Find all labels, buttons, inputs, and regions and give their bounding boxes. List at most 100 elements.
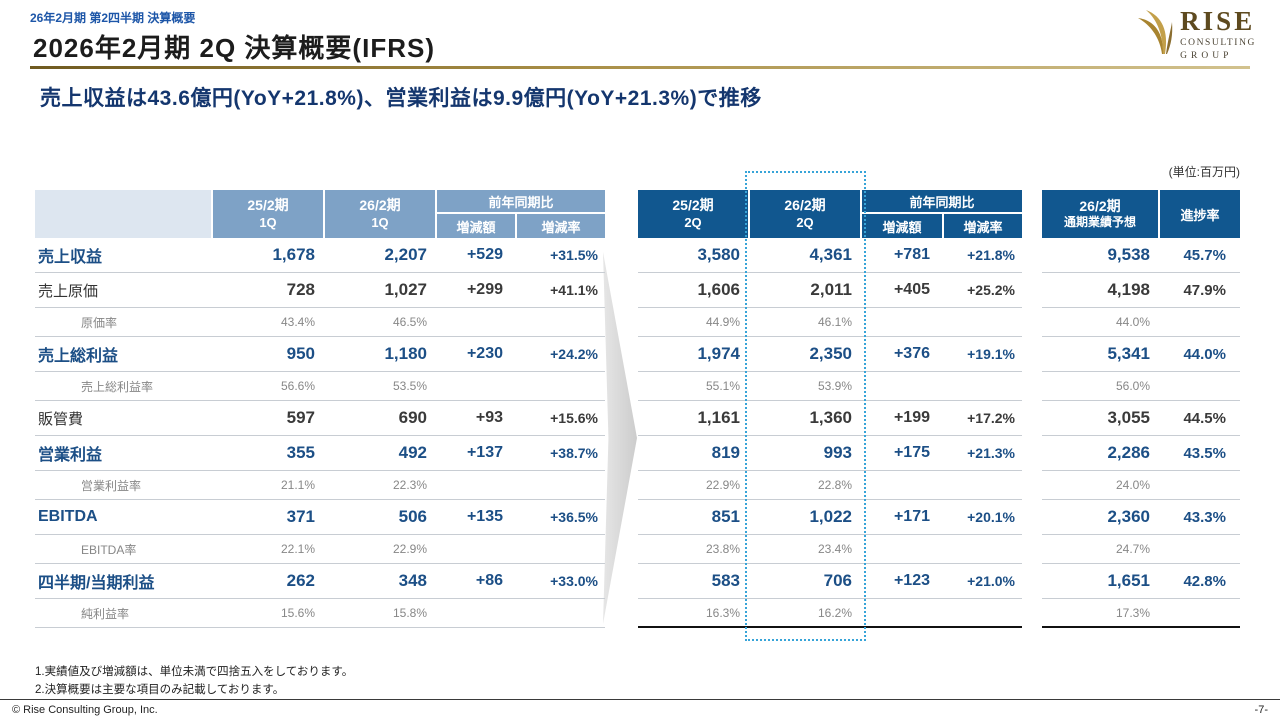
table-row: 23.8% 23.4% [638,535,1022,564]
value-cell: +171 [893,508,930,525]
row-label: 純利益率 [81,606,130,621]
value-cell: +199 [893,409,930,426]
value-cell: +17.2% [967,410,1015,426]
value-cell: 2,207 [384,245,427,264]
row-label: 営業利益率 [81,478,142,493]
value-cell: 1,360 [809,408,852,427]
value-cell [517,308,605,336]
table-row: 55.1% 53.9% [638,372,1022,401]
forecast-table: 26/2期 通期業績予想 進捗率 9,538 45.7% 4,198 47.9% 44.… [1042,190,1240,628]
progress-cell: 43.3% [1183,508,1226,526]
progress-header: 進捗率 [1160,190,1240,238]
value-cell [437,535,517,563]
table-row: 2,286 43.5% [1042,436,1240,471]
period-label: 25/2期 [247,197,289,214]
period-label: 26/2期 [1079,197,1121,214]
value-cell: 15.8% [392,606,427,620]
forecast-cell: 5,341 [1107,344,1150,363]
value-cell: +19.1% [967,346,1015,362]
forecast-cell: 9,538 [1107,245,1150,264]
row-label: 売上収益 [38,249,103,266]
value-cell [437,599,517,627]
forecast-cell: 17.3% [1115,605,1150,620]
value-cell: 355 [286,443,315,462]
value-cell: 1,678 [272,245,315,264]
table-row: 3,580 4,361 +781 +21.8% [638,238,1022,273]
value-cell: 23.8% [705,542,740,556]
q1-prev-period-header: 25/2期 1Q [213,190,325,238]
eyebrow-label: 26年2月期 第2四半期 決算概要 [30,11,196,25]
value-cell: 55.1% [705,379,740,393]
fy-table-body: 9,538 45.7% 4,198 47.9% 44.0% 5,341 44.0% 56.0%… [1042,238,1240,628]
progress-cell: 47.9% [1183,281,1226,299]
forecast-cell: 2,286 [1107,443,1150,462]
forecast-cell: 24.0% [1115,478,1150,492]
title-underline [30,66,1250,69]
leaf-icon [1138,10,1173,54]
page-title: 2026年2月期 2Q 決算概要(IFRS) [33,33,435,63]
value-cell: +175 [893,444,930,461]
forecast-cell: 2,360 [1107,507,1150,526]
value-cell: 22.9% [392,542,427,556]
diff-header: 増減額 [862,214,944,238]
forecast-cell: 44.0% [1115,315,1150,329]
logo-sub1: CONSULTING [1180,38,1256,48]
table-row: 営業利益 355 492 +137 +38.7% [35,436,605,471]
value-cell [437,372,517,400]
value-cell: +38.7% [550,445,598,461]
table-row: 4,198 47.9% [1042,273,1240,308]
value-cell: 56.6% [280,379,315,393]
forecast-cell: 56.0% [1115,379,1150,393]
logo-sub2: GROUP [1180,51,1233,61]
table-row: 売上総利益率 56.6% 53.5% [35,372,605,401]
table-row: 1,606 2,011 +405 +25.2% [638,273,1022,308]
table-row: 851 1,022 +171 +20.1% [638,500,1022,535]
period-label: 25/2期 [672,197,714,214]
table-row: 819 993 +175 +21.3% [638,436,1022,471]
value-cell [862,471,944,499]
value-cell [944,308,1022,336]
table-row: 17.3% [1042,599,1240,628]
value-cell: 22.1% [280,542,315,556]
row-label: EBITDA [38,508,98,525]
forecast-header: 26/2期 通期業績予想 [1042,190,1160,238]
value-cell: +25.2% [967,282,1015,298]
value-cell: 1,161 [697,408,740,427]
table-row: 売上収益 1,678 2,207 +529 +31.5% [35,238,605,273]
value-cell: 22.8% [817,478,852,492]
progress-cell: 42.8% [1183,572,1226,590]
value-cell: 1,606 [697,280,740,299]
footer-copyright: © Rise Consulting Group, Inc. [12,704,158,716]
value-cell [437,308,517,336]
value-cell: +123 [893,572,930,589]
headline: 売上収益は43.6億円(YoY+21.8%)、営業利益は9.9億円(YoY+21… [40,87,762,110]
period-label: 26/2期 [784,197,826,214]
table-row: 2,360 43.3% [1042,500,1240,535]
forecast-cell: 1,651 [1107,571,1150,590]
value-cell: 46.5% [392,315,427,329]
progress-cell [1160,599,1240,626]
value-cell: 43.4% [280,315,315,329]
value-cell: +86 [475,572,503,589]
value-cell: 583 [711,571,740,590]
row-label: 原価率 [81,315,118,330]
table-row: 16.3% 16.2% [638,599,1022,628]
table-row: 24.0% [1042,471,1240,500]
q2-table-body: 3,580 4,361 +781 +21.8% 1,606 2,011 +405 +25.2%… [638,238,1022,628]
value-cell: +36.5% [550,509,598,525]
table-row: 売上原価 728 1,027 +299 +41.1% [35,273,605,308]
row-label: 売上総利益率 [81,379,154,394]
progress-cell: 43.5% [1183,444,1226,462]
footnotes: 1.実績値及び増減額は、単位未満で四捨五入をしております。 2.決算概要は主要な… [35,663,353,700]
progress-cell: 45.7% [1183,246,1226,264]
value-cell: +299 [466,281,503,298]
quarter-label: 1Q [371,214,389,230]
value-cell [517,471,605,499]
row-label: 販管費 [38,410,84,428]
logo-wordmark: RISE [1180,6,1256,36]
row-label: 営業利益 [38,447,103,464]
value-cell: 53.9% [817,379,852,393]
value-cell: 46.1% [817,315,852,329]
value-cell: +41.1% [550,282,598,298]
